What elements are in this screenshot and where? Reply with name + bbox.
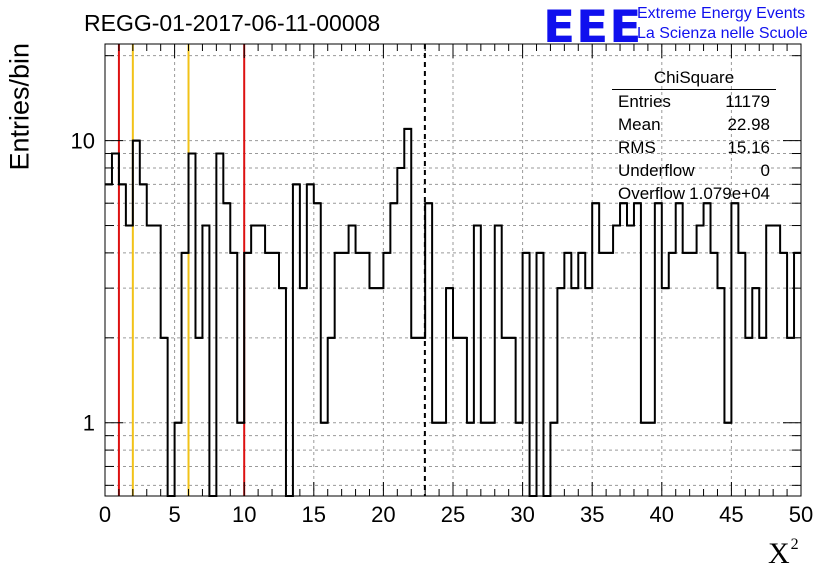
- histogram: [105, 127, 801, 497]
- y-axis-label: Entries/bin: [4, 42, 35, 171]
- x-tick-label: 10: [232, 502, 256, 527]
- stats-value: 1.079e+04: [689, 184, 770, 203]
- stats-label: RMS: [618, 138, 656, 157]
- stats-box: ChiSquare Entries 11179 Mean 22.98 RMS 1…: [612, 68, 780, 205]
- x-tick-label: 45: [719, 502, 743, 527]
- x-tick-label: 35: [580, 502, 604, 527]
- x-tick-label: 50: [789, 502, 813, 527]
- stats-value: 15.16: [727, 138, 770, 157]
- axes: 0 5 10 15 20 25 30 35 40 45 50 1 10: [71, 43, 813, 527]
- stats-row: RMS 15.16: [612, 136, 780, 159]
- run-title: REGG-01-2017-06-11-00008: [84, 10, 381, 36]
- x-axis-label: X2: [768, 536, 799, 571]
- stats-value: 22.98: [727, 115, 770, 134]
- stats-label: Entries: [618, 92, 671, 111]
- logo-line-1: Extreme Energy Events: [637, 5, 806, 22]
- stats-row: Underflow 0: [612, 159, 780, 182]
- reference-lines: [117, 44, 426, 496]
- stats-value: 0: [760, 161, 770, 180]
- stats-row: Overflow 1.079e+04: [612, 182, 780, 205]
- logo-line-2: La Scienza nelle Scuole: [637, 25, 808, 42]
- x-axis-label-exponent: 2: [790, 536, 799, 553]
- stats-row: Mean 22.98: [612, 113, 780, 136]
- y-tick-label: 10: [71, 129, 95, 154]
- stats-label: Underflow: [618, 161, 695, 180]
- stats-title: ChiSquare: [612, 68, 776, 90]
- x-tick-label: 20: [371, 502, 395, 527]
- stats-label: Mean: [618, 115, 661, 134]
- stats-row: Entries 11179: [612, 90, 780, 113]
- x-tick-label: 40: [650, 502, 674, 527]
- eee-logo: EEE: [543, 1, 643, 54]
- x-tick-label: 15: [302, 502, 326, 527]
- stats-value: 11179: [725, 92, 770, 111]
- x-tick-label: 0: [99, 502, 111, 527]
- y-tick-label: 1: [83, 411, 95, 436]
- x-tick-label: 25: [441, 502, 465, 527]
- x-tick-label: 30: [510, 502, 534, 527]
- x-axis-label-base: X: [768, 537, 790, 570]
- x-tick-label: 5: [168, 502, 180, 527]
- stats-label: Overflow: [618, 184, 686, 203]
